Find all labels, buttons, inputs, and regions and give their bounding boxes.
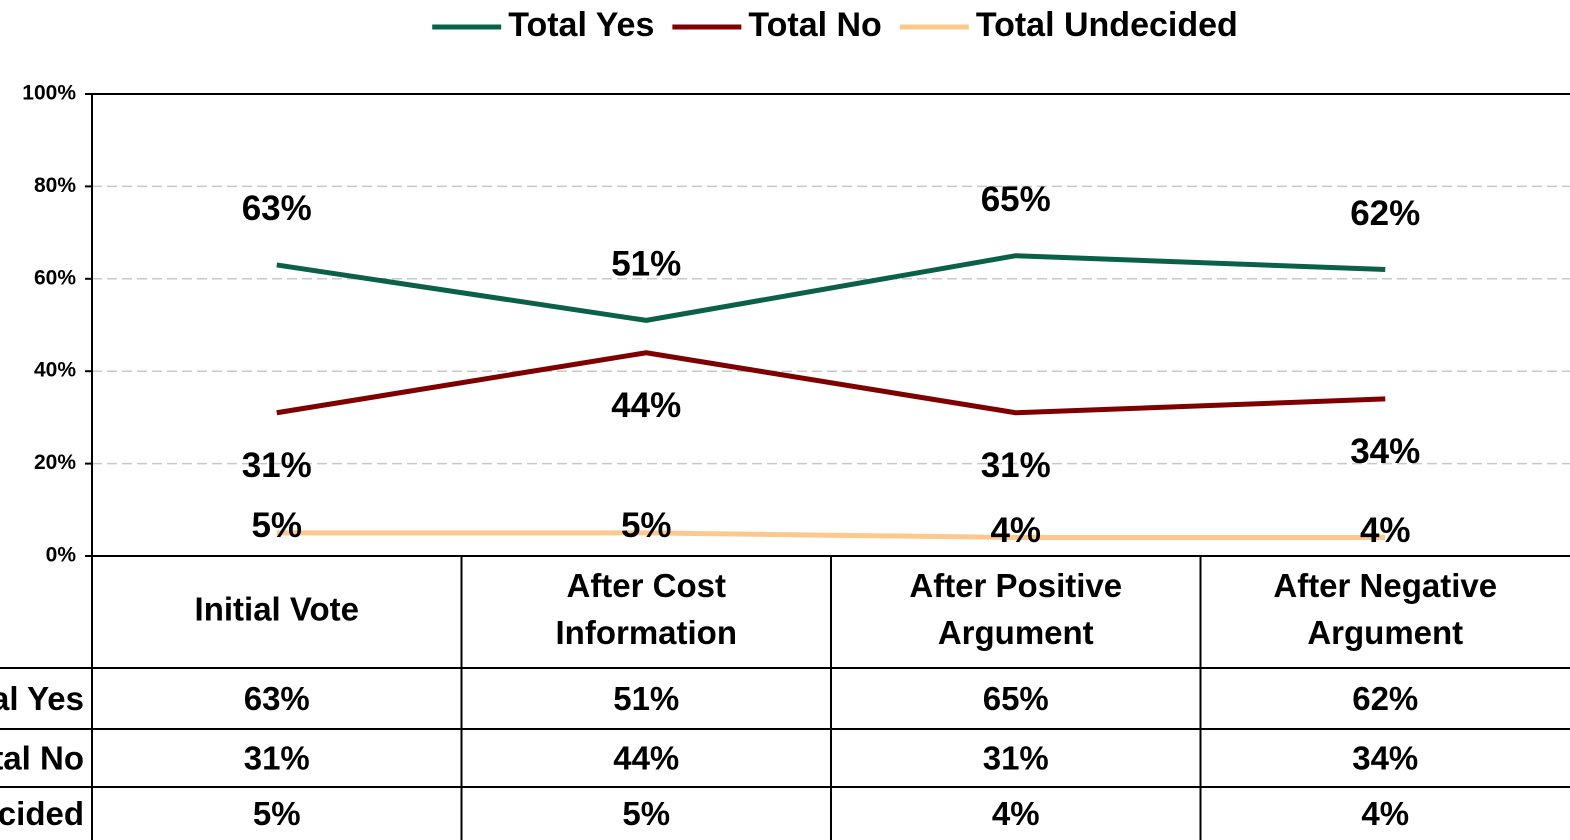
- series-line: [276, 530, 1386, 541]
- legend-label: Total Yes: [508, 6, 654, 44]
- data-label: 31%: [242, 446, 312, 485]
- legend-label: Total No: [748, 6, 881, 44]
- y-tick-label: 20%: [34, 451, 76, 474]
- data-label: 62%: [1350, 194, 1420, 233]
- table-cell: 65%: [983, 680, 1049, 717]
- table-cell: 63%: [244, 680, 310, 717]
- table-cell: 31%: [983, 740, 1049, 777]
- table-cell: 51%: [613, 680, 679, 717]
- table-cell: 5%: [622, 795, 670, 832]
- row-label: Total No: [0, 740, 84, 777]
- table-cell: 4%: [992, 795, 1040, 832]
- data-label: 31%: [981, 446, 1051, 485]
- data-label: 4%: [1360, 511, 1411, 550]
- row-label: Total Undecided: [0, 795, 84, 832]
- data-label: 44%: [611, 386, 681, 425]
- data-label: 51%: [611, 245, 681, 284]
- category-label: Argument: [1307, 614, 1463, 651]
- category-label: After Positive: [909, 567, 1122, 604]
- data-label: 63%: [242, 189, 312, 228]
- category-label: After Cost: [566, 567, 726, 604]
- category-label: Argument: [938, 614, 1094, 651]
- legend-label: Total Undecided: [976, 6, 1238, 44]
- table-cell: 31%: [244, 740, 310, 777]
- y-tick-label: 80%: [34, 174, 76, 197]
- data-label: 5%: [621, 506, 672, 545]
- y-tick-label: 40%: [34, 359, 76, 382]
- series-line: [276, 350, 1386, 416]
- data-label: 4%: [990, 511, 1041, 550]
- y-tick-label: 0%: [46, 544, 77, 567]
- category-label: Initial Vote: [195, 591, 359, 628]
- data-label: 34%: [1350, 432, 1420, 471]
- data-label: 5%: [251, 506, 302, 545]
- table-cell: 34%: [1352, 740, 1418, 777]
- table-cell: 5%: [253, 795, 301, 832]
- y-tick-label: 100%: [22, 82, 76, 105]
- table-cell: 44%: [613, 740, 679, 777]
- row-label: Total Yes: [0, 680, 84, 717]
- category-label: After Negative: [1273, 567, 1497, 604]
- category-label: Information: [556, 614, 737, 651]
- series-line: [276, 253, 1386, 323]
- table-cell: 62%: [1352, 680, 1418, 717]
- legend: Total Yes Total No Total Undecided: [432, 6, 1238, 44]
- table-cell: 4%: [1361, 795, 1409, 832]
- y-tick-label: 60%: [34, 266, 76, 289]
- data-label: 65%: [981, 180, 1051, 219]
